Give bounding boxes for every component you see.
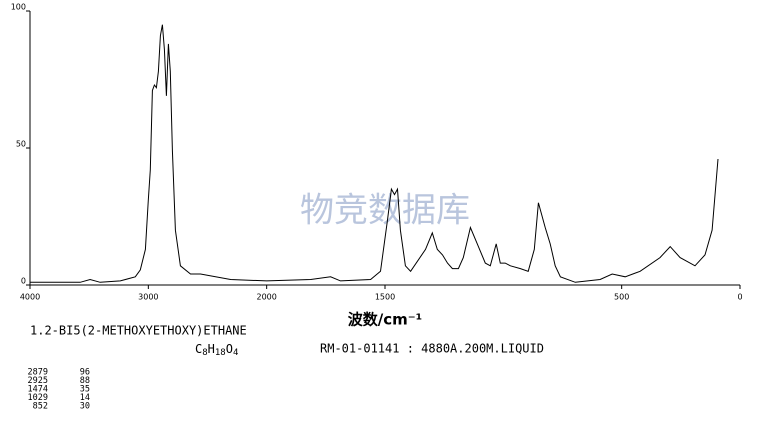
y-tick-label: 50 [16,140,26,149]
x-tick-label: 500 [614,293,629,302]
compound-name: 1.2-BI5(2-METHOXYETHOXY)ETHANE [30,324,247,338]
sample-info: RM-01-01141 : 4880A.200M.LIQUID [320,342,544,356]
formula-element: O [226,342,233,356]
x-tick-label: 4000 [20,293,40,302]
x-tick-label: 2000 [256,293,276,302]
peak-wavenumber: 1029 [28,393,48,403]
peak-wavenumber: 852 [33,402,48,412]
y-tick-label: 100 [11,3,26,12]
peak-wavenumber: 2925 [28,376,48,386]
y-tick-label: 0 [21,277,26,286]
watermark: 物竞数据库 [300,191,470,231]
formula-subscript: 8 [202,348,207,358]
x-tick-label: 3000 [138,293,158,302]
peak-wavenumber: 2879 [28,368,48,378]
peak-wavenumber: 1474 [28,385,48,395]
formula-element: C [195,342,202,356]
peak-intensity: 35 [80,385,90,395]
x-tick-label: 1500 [375,293,395,302]
formula-element: H [208,342,215,356]
spectrum-line [30,24,719,283]
peak-intensity: 14 [80,393,90,403]
peak-intensity: 96 [80,368,90,378]
peak-intensity: 30 [80,402,90,412]
formula-subscript: 18 [215,348,226,358]
x-axis-label: 波数/cm⁻¹ [348,311,423,329]
peak-intensity: 88 [80,376,90,386]
formula: C8H18O4 [195,342,238,358]
formula-subscript: 4 [233,348,238,358]
x-tick-label: 0 [737,293,742,302]
